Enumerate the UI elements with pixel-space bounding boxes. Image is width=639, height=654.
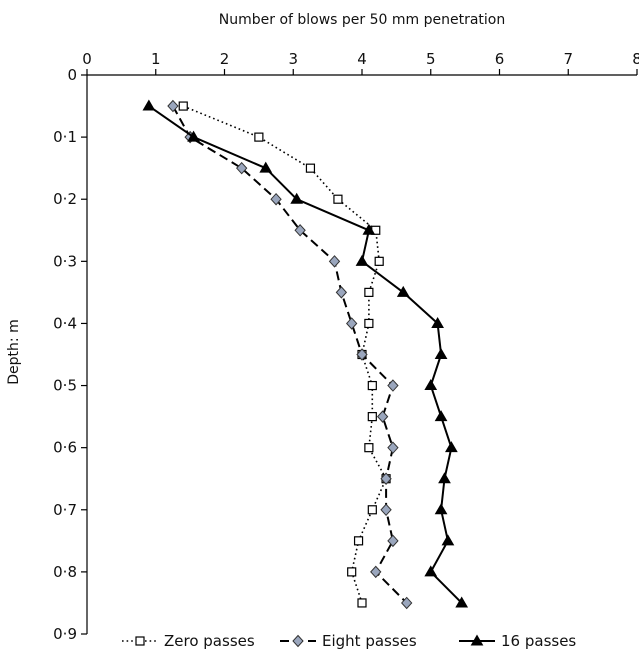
data-point — [142, 99, 156, 111]
data-point — [364, 318, 374, 329]
data-point — [431, 316, 444, 328]
data-point — [455, 596, 469, 608]
legend-label: Eight passes — [322, 632, 417, 650]
data-point — [333, 194, 343, 204]
data-point — [236, 161, 248, 175]
legend-item: Eight passes — [280, 632, 417, 650]
x-tick-label: 1 — [151, 50, 161, 68]
y-tick-label: 0·5 — [53, 377, 77, 395]
data-point — [367, 412, 377, 422]
series-line — [148, 105, 463, 604]
series-2 — [167, 99, 413, 610]
data-point — [167, 99, 179, 113]
data-point — [441, 534, 455, 546]
legend-swatch-marker — [292, 634, 304, 648]
data-point — [356, 348, 368, 361]
x-tick-label: 8 — [632, 50, 639, 68]
legend-item: 16 passes — [459, 632, 576, 650]
data-point — [367, 380, 377, 391]
data-point — [374, 256, 384, 266]
data-point — [270, 192, 282, 206]
data-point — [380, 503, 392, 517]
legend-swatch-marker — [470, 634, 484, 646]
y-tick-label: 0·6 — [53, 439, 77, 457]
data-point — [434, 503, 448, 515]
data-point — [187, 130, 200, 142]
legend: Zero passes Eight passes 16 passes — [122, 632, 576, 650]
data-point — [434, 410, 448, 422]
data-point — [434, 348, 448, 359]
x-tick-label: 0 — [82, 50, 92, 68]
data-point — [347, 567, 357, 577]
data-point — [445, 441, 458, 453]
series-line — [182, 105, 387, 604]
data-point — [376, 410, 389, 423]
data-point — [353, 536, 364, 546]
data-point — [178, 101, 188, 111]
x-tick-label: 2 — [220, 50, 230, 68]
data-point — [357, 598, 367, 608]
y-tick-label: 0·4 — [53, 314, 77, 332]
y-tick-label: 0 — [67, 66, 77, 84]
data-point — [387, 441, 399, 454]
data-point — [387, 379, 399, 392]
data-point — [401, 596, 413, 610]
y-tick-label: 0·7 — [53, 501, 77, 519]
data-point — [424, 565, 438, 577]
legend-label: Zero passes — [164, 632, 255, 650]
x-tick-label: 4 — [357, 50, 367, 68]
series-layer — [142, 99, 469, 610]
data-point — [380, 472, 392, 485]
x-tick-label: 5 — [426, 50, 436, 68]
data-point — [346, 317, 358, 330]
data-point — [367, 505, 377, 515]
data-point — [387, 534, 399, 548]
y-axis-title: Depth: m — [6, 319, 22, 384]
legend-swatch-marker — [135, 636, 145, 646]
data-point — [396, 285, 410, 297]
data-point — [364, 443, 374, 453]
data-point — [254, 132, 264, 142]
x-tick-label: 7 — [563, 50, 573, 68]
x-tick-label: 3 — [288, 50, 298, 68]
data-point — [335, 286, 348, 299]
data-point — [294, 224, 306, 237]
data-point — [305, 163, 316, 173]
y-tick-label: 0·1 — [53, 128, 77, 146]
x-axis-title: Number of blows per 50 mm penetration — [219, 12, 506, 28]
data-point — [290, 192, 304, 204]
data-point — [370, 565, 382, 579]
axes: 0 1 2 3 4 5 6 7 8 0 0·1 0·2 0·3 0·4 0·5 0·6 0·7 0·8 0·9 — [53, 50, 639, 643]
data-point — [259, 161, 273, 173]
legend-item: Zero passes — [122, 632, 255, 650]
data-point — [355, 254, 369, 266]
y-tick-label: 0·3 — [53, 252, 77, 270]
y-tick-label: 0·9 — [53, 625, 77, 643]
series-line — [172, 105, 408, 604]
y-tick-label: 0·2 — [53, 190, 77, 208]
data-point — [362, 223, 376, 235]
data-point — [328, 255, 341, 268]
data-point — [438, 472, 451, 484]
data-point — [424, 379, 438, 391]
legend-label: 16 passes — [501, 632, 576, 650]
series-3 — [142, 99, 469, 608]
data-point — [364, 287, 374, 297]
y-tick-label: 0·8 — [53, 563, 77, 581]
x-tick-label: 6 — [495, 50, 505, 68]
